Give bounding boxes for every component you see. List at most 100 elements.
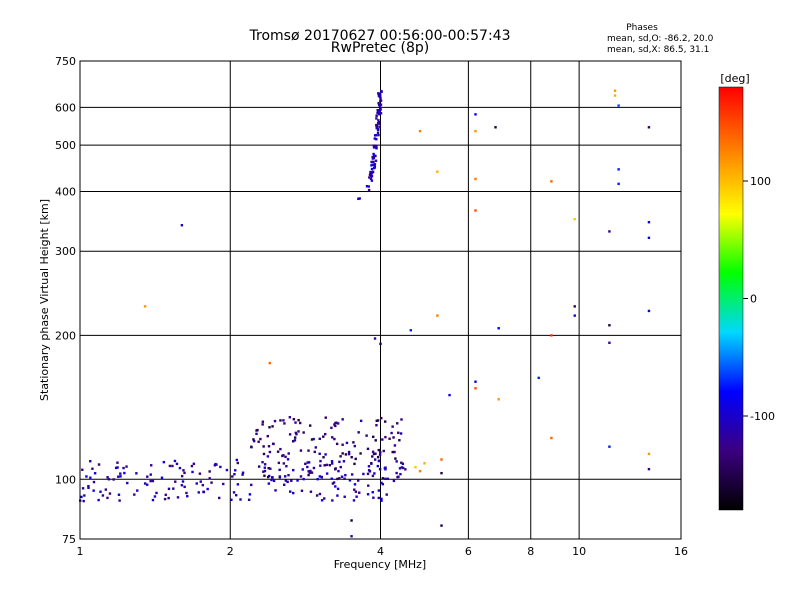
- data-point: [222, 482, 225, 486]
- data-point: [395, 471, 398, 475]
- data-point: [302, 477, 305, 481]
- data-point: [353, 444, 357, 448]
- data-point: [241, 473, 244, 476]
- data-point: [81, 468, 84, 471]
- data-point: [366, 447, 370, 451]
- data-point: [176, 496, 180, 499]
- data-point: [143, 482, 147, 485]
- data-point: [371, 157, 375, 160]
- data-point: [379, 112, 383, 115]
- data-point: [307, 461, 311, 464]
- data-point: [263, 466, 267, 469]
- data-point: [358, 491, 361, 494]
- data-point: [336, 477, 339, 481]
- data-point: [386, 477, 390, 481]
- data-point: [373, 472, 376, 475]
- data-point: [377, 448, 381, 452]
- data-point: [197, 491, 200, 494]
- data-point: [375, 419, 378, 422]
- data-point: [358, 197, 361, 200]
- data-point: [330, 460, 334, 463]
- data-point: [155, 491, 158, 495]
- data-point: [550, 180, 553, 183]
- data-point: [379, 94, 382, 98]
- data-point: [381, 438, 384, 441]
- data-point: [371, 155, 374, 159]
- data-point: [340, 475, 344, 478]
- data-point: [282, 462, 286, 465]
- data-point: [263, 469, 267, 473]
- data-point: [375, 126, 378, 129]
- data-point: [323, 464, 326, 467]
- data-point: [372, 144, 376, 147]
- data-point: [335, 421, 338, 424]
- data-point: [324, 453, 327, 456]
- data-point: [324, 432, 327, 436]
- data-points: [79, 89, 651, 538]
- data-point: [355, 495, 358, 498]
- data-point: [374, 159, 378, 162]
- data-point: [180, 474, 184, 478]
- data-point: [85, 475, 88, 478]
- data-point: [162, 460, 166, 464]
- data-point: [378, 92, 382, 95]
- stats-line-o: mean, sd,O: -86.2, 20.0: [607, 34, 714, 44]
- data-point: [381, 477, 385, 480]
- data-point: [497, 398, 500, 401]
- data-point: [397, 431, 400, 434]
- data-point: [377, 101, 380, 105]
- data-point: [374, 154, 377, 158]
- colorbar-tick-label: 0: [750, 293, 757, 306]
- data-point: [99, 490, 102, 493]
- data-point: [173, 459, 177, 463]
- data-point: [338, 460, 341, 464]
- data-point: [367, 188, 371, 192]
- data-point: [198, 472, 202, 475]
- data-point: [371, 474, 375, 478]
- data-point: [330, 477, 333, 480]
- data-point: [118, 499, 121, 502]
- data-point: [133, 493, 136, 496]
- data-point: [336, 422, 340, 425]
- data-point: [368, 176, 371, 179]
- data-point: [183, 485, 186, 489]
- data-point: [297, 418, 300, 422]
- data-point: [314, 446, 318, 449]
- data-point: [353, 462, 356, 466]
- data-point: [125, 465, 128, 468]
- data-point: [262, 445, 265, 448]
- data-point: [376, 455, 380, 459]
- data-point: [219, 465, 222, 469]
- data-point: [182, 469, 185, 472]
- data-point: [370, 164, 373, 167]
- data-point: [267, 445, 271, 448]
- data-point: [284, 455, 287, 459]
- data-point: [172, 487, 175, 490]
- data-point: [277, 461, 281, 465]
- data-point: [377, 120, 381, 124]
- data-point: [371, 450, 375, 453]
- data-point: [550, 436, 553, 440]
- data-point: [380, 481, 383, 485]
- data-point: [647, 236, 651, 240]
- data-point: [214, 462, 217, 466]
- data-point: [378, 467, 382, 471]
- data-point: [345, 441, 349, 445]
- data-point: [283, 422, 286, 425]
- data-point: [116, 461, 119, 464]
- data-point: [297, 430, 300, 433]
- data-point: [573, 314, 576, 317]
- data-point: [608, 324, 611, 327]
- data-point: [289, 490, 292, 493]
- data-point: [299, 421, 302, 425]
- data-point: [283, 475, 287, 478]
- data-point: [350, 519, 353, 522]
- data-point: [393, 444, 397, 447]
- x-tick-label: 8: [527, 545, 534, 558]
- data-point: [366, 472, 370, 476]
- data-point: [474, 380, 477, 383]
- data-point: [180, 224, 184, 227]
- data-point: [359, 452, 362, 455]
- data-point: [191, 470, 194, 474]
